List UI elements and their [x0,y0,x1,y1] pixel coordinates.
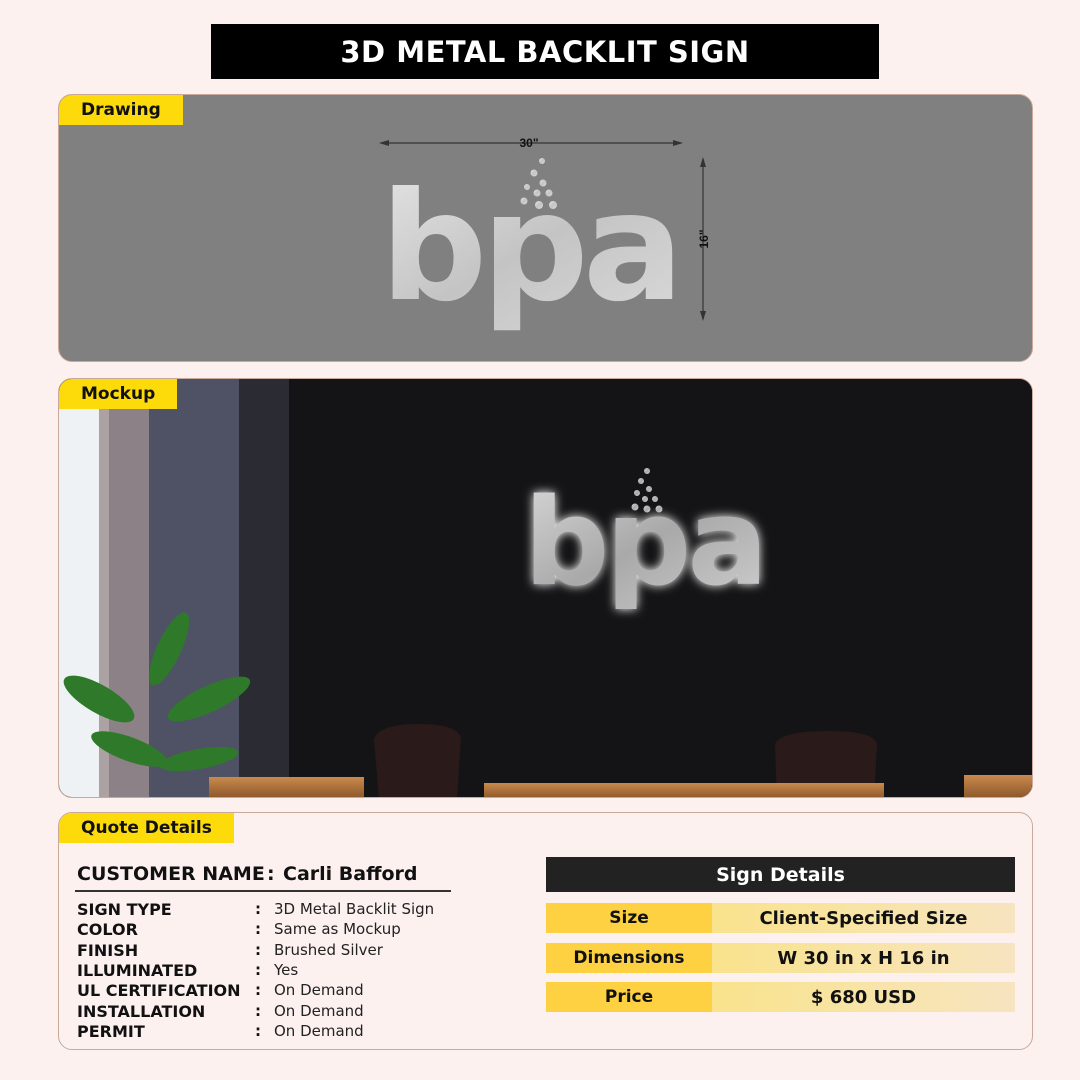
drawing-svg: 30" 16" bpa [379,136,711,335]
field-label: FINISH [77,940,139,960]
row-value: W 30 in x H 16 in [712,943,1015,973]
field-value: 3D Metal Backlit Sign [274,900,435,918]
chair-right [775,731,877,797]
sign-detail-row-size: Size Client-Specified Size [546,903,1015,933]
sign-details-header: Sign Details [546,857,1015,892]
field-value: On Demand [274,981,364,1000]
logo-dots [520,158,557,209]
logo-dots-mockup [631,468,663,513]
height-label: 16" [697,229,711,248]
field-label: SIGN TYPE [77,900,172,919]
customer-label: CUSTOMER NAME [77,863,265,885]
divider [75,890,451,892]
customer-colon: : [267,863,275,885]
desk-right [964,775,1032,797]
mockup-tag: Mockup [59,379,178,409]
field-colon: : [255,981,261,1000]
chair-left [374,724,461,797]
field-label: INSTALLATION [77,1001,206,1021]
logo-sign: bpa [524,474,765,613]
sign-detail-row-dimensions: Dimensions W 30 in x H 16 in [546,943,1015,973]
field-value: Same as Mockup [274,920,401,939]
mockup-scene: bpa bpa [59,379,1032,797]
quote-panel: Quote Details CUSTOMER NAME : Carli Baff… [58,812,1033,1050]
plant [63,612,251,772]
logo-drawing: bpa [380,161,678,335]
field-label: ILLUMINATED [77,960,198,980]
page-title: 3D METAL BACKLIT SIGN [211,24,879,79]
field-value: On Demand [274,1021,364,1040]
sign-detail-row-price: Price $ 680 USD [546,982,1015,1012]
field-colon: : [255,1021,261,1040]
width-label: 30" [519,136,538,150]
drawing-panel: Drawing 30" 16" bpa [58,94,1033,362]
field-colon: : [255,1001,261,1020]
row-value: Client-Specified Size [712,903,1015,933]
row-label: Price [546,982,712,1012]
mockup-panel: Mockup bpa bpa [58,378,1033,798]
field-label: COLOR [77,920,138,940]
drawing-tag: Drawing [59,95,183,125]
field-label: UL CERTIFICATION [77,981,241,1001]
desk-center [484,783,884,797]
field-value: Yes [274,960,299,979]
field-colon: : [255,900,261,918]
field-value: On Demand [274,1001,364,1020]
desk-left [209,777,364,797]
curtain [99,399,149,797]
field-colon: : [255,940,261,959]
row-label: Size [546,903,712,933]
field-colon: : [255,960,261,979]
field-label: PERMIT [77,1021,145,1041]
quote-tag: Quote Details [59,813,234,843]
row-label: Dimensions [546,943,712,973]
row-value: $ 680 USD [712,982,1015,1012]
field-colon: : [255,920,261,939]
customer-name: Carli Bafford [283,863,418,885]
field-value: Brushed Silver [274,940,383,959]
